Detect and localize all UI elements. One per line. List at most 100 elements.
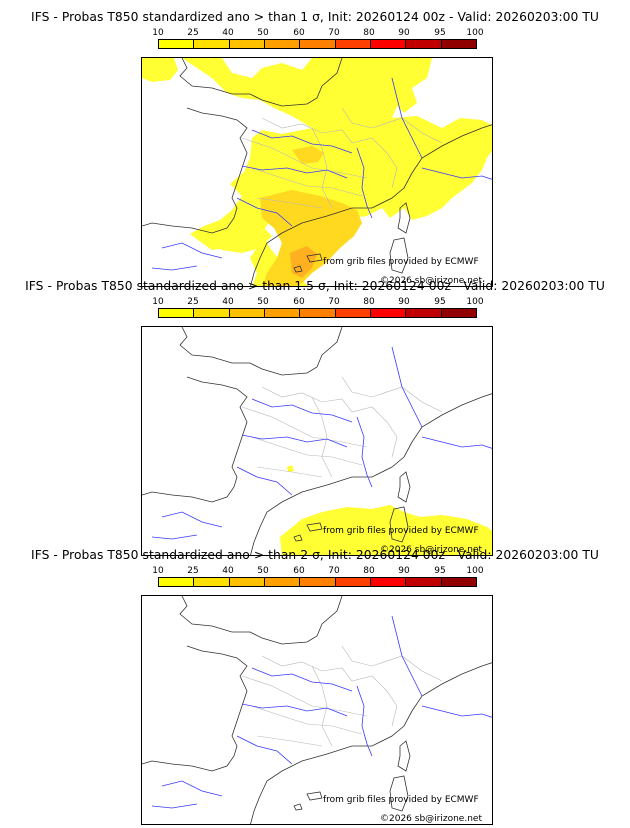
coastlines bbox=[142, 327, 492, 555]
coastline-britain bbox=[179, 58, 343, 107]
panel-title: IFS - Probas T850 standardized ano > tha… bbox=[31, 548, 599, 562]
admin-borders bbox=[241, 645, 443, 747]
colorbar-tick: 90 bbox=[398, 28, 410, 38]
colorbar-swatch bbox=[194, 309, 230, 317]
colorbar-swatch bbox=[441, 309, 476, 317]
colorbar-tick: 90 bbox=[398, 566, 410, 576]
panel-title: IFS - Probas T850 standardized ano > tha… bbox=[25, 279, 605, 293]
colorbar-swatch bbox=[300, 40, 336, 48]
colorbar-swatch bbox=[335, 40, 371, 48]
colorbar-swatch bbox=[335, 578, 371, 586]
rivers bbox=[151, 346, 492, 540]
river-danube bbox=[421, 705, 492, 718]
prob-area-40 bbox=[290, 246, 317, 278]
colorbar-tick: 70 bbox=[328, 28, 340, 38]
coastlines bbox=[142, 596, 492, 824]
colorbar-tick: 95 bbox=[434, 297, 446, 307]
colorbar-tick: 60 bbox=[293, 566, 305, 576]
map-area: from grib files provided by ECMWF ©2026 … bbox=[141, 595, 493, 825]
colorbar-tick: 10 bbox=[152, 28, 164, 38]
colorbar-swatch bbox=[300, 578, 336, 586]
colorbar-tick: 25 bbox=[187, 297, 199, 307]
credit-copyright: ©2026 sb@irizone.net bbox=[380, 545, 482, 555]
colorbar-swatch bbox=[194, 40, 230, 48]
colorbar-tick-labels: 10 25 40 50 60 70 80 90 95 100 bbox=[146, 28, 486, 38]
river-loire bbox=[241, 165, 348, 179]
colorbar-tick: 25 bbox=[187, 28, 199, 38]
colorbar-swatch bbox=[370, 40, 407, 48]
colorbar-tick: 100 bbox=[466, 297, 484, 307]
river-seine bbox=[251, 667, 353, 692]
map-area: from grib files provided by ECMWF ©2026 … bbox=[141, 326, 493, 556]
river-rhine bbox=[391, 346, 423, 428]
colorbar-tick: 100 bbox=[466, 28, 484, 38]
rivers bbox=[151, 615, 492, 809]
river-rhone bbox=[356, 685, 373, 757]
colorbar-tick: 70 bbox=[328, 566, 340, 576]
colorbar-swatch bbox=[370, 309, 407, 317]
colorbar-swatch bbox=[406, 578, 442, 586]
colorbar-tick-labels: 10 25 40 50 60 70 80 90 95 100 bbox=[146, 566, 486, 576]
river-spain bbox=[151, 511, 223, 540]
colorbar-swatch bbox=[159, 40, 195, 48]
panel-title: IFS - Probas T850 standardized ano > tha… bbox=[31, 10, 599, 24]
credit-copyright: ©2026 sb@irizone.net bbox=[380, 276, 482, 286]
map-area: from grib files provided by ECMWF ©2026 … bbox=[141, 57, 493, 287]
colorbar-tick: 40 bbox=[222, 28, 234, 38]
map-panel-1: IFS - Probas T850 standardized ano > tha… bbox=[0, 10, 630, 287]
border-lines bbox=[241, 376, 443, 478]
colorbar bbox=[158, 577, 477, 587]
prob-area-10-west bbox=[142, 58, 178, 82]
river-rhone bbox=[356, 147, 373, 219]
coastline-corsica bbox=[397, 471, 411, 503]
coastline-med bbox=[250, 124, 492, 286]
river-loire bbox=[241, 434, 348, 448]
colorbar-tick-labels: 10 25 40 50 60 70 80 90 95 100 bbox=[146, 297, 486, 307]
border-lines bbox=[241, 107, 443, 209]
colorbar-swatch bbox=[264, 309, 301, 317]
colorbar-swatch bbox=[441, 40, 476, 48]
colorbar-tick: 95 bbox=[434, 566, 446, 576]
prob-area-25-north bbox=[292, 146, 324, 164]
map-canvas bbox=[142, 327, 492, 555]
border-lines bbox=[241, 645, 443, 747]
river-loire bbox=[241, 703, 348, 717]
map-canvas bbox=[142, 596, 492, 824]
river-garonne bbox=[236, 735, 293, 765]
colorbar-tick: 50 bbox=[257, 297, 269, 307]
coastline-corsica bbox=[397, 740, 411, 772]
admin-borders bbox=[241, 107, 443, 209]
map-panel-2: IFS - Probas T850 standardized ano > tha… bbox=[0, 279, 630, 556]
coastline-france-west bbox=[142, 107, 248, 234]
colorbar-tick: 95 bbox=[434, 28, 446, 38]
colorbar bbox=[158, 308, 477, 318]
river-danube bbox=[421, 436, 492, 449]
coastline-corsica bbox=[397, 202, 411, 234]
coastline-balearics bbox=[293, 522, 323, 542]
colorbar-swatch bbox=[406, 40, 442, 48]
colorbar-tick: 40 bbox=[222, 297, 234, 307]
coastline-balearics bbox=[293, 253, 323, 273]
credit-source: from grib files provided by ECMWF bbox=[323, 257, 479, 267]
river-rhine bbox=[391, 615, 423, 697]
colorbar-tick: 40 bbox=[222, 566, 234, 576]
colorbar-swatch bbox=[370, 578, 407, 586]
colorbar-tick: 80 bbox=[363, 297, 375, 307]
admin-borders bbox=[241, 376, 443, 478]
prob-area-25 bbox=[260, 190, 362, 286]
river-seine bbox=[251, 129, 353, 154]
colorbar-tick: 10 bbox=[152, 566, 164, 576]
colorbar-swatch bbox=[264, 578, 301, 586]
prob-area-10 bbox=[280, 505, 492, 555]
colorbar-tick: 80 bbox=[363, 28, 375, 38]
coastline-med bbox=[250, 393, 492, 555]
probability-shading bbox=[280, 465, 492, 555]
colorbar-tick: 25 bbox=[187, 566, 199, 576]
coastlines bbox=[142, 58, 492, 286]
credit-copyright: ©2026 sb@irizone.net bbox=[380, 814, 482, 824]
coastline-med bbox=[250, 662, 492, 824]
colorbar-swatch bbox=[441, 578, 476, 586]
colorbar-swatch bbox=[229, 309, 265, 317]
river-danube bbox=[421, 167, 492, 180]
river-seine bbox=[251, 398, 353, 423]
